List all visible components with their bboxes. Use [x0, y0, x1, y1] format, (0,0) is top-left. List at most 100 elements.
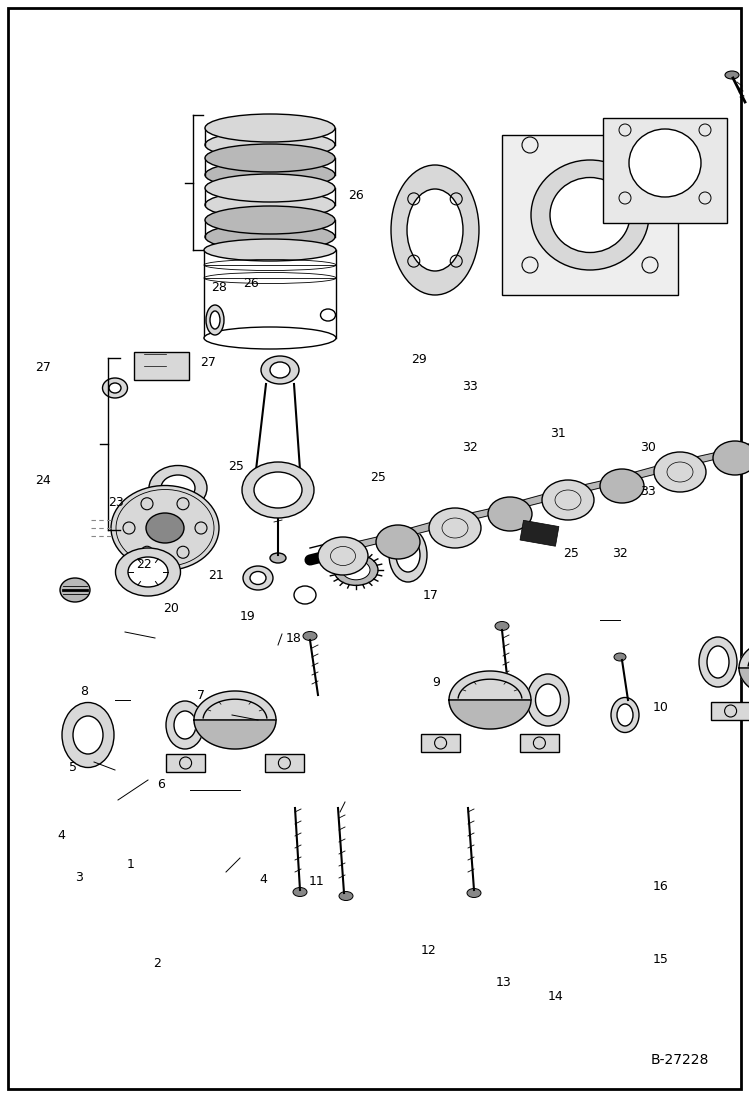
Polygon shape — [194, 691, 276, 720]
Ellipse shape — [254, 472, 302, 508]
Text: 21: 21 — [207, 569, 224, 583]
Text: 32: 32 — [462, 441, 479, 454]
Text: 25: 25 — [370, 471, 386, 484]
Text: 26: 26 — [243, 276, 259, 290]
Text: B-27228: B-27228 — [651, 1053, 709, 1067]
Polygon shape — [739, 640, 749, 668]
Ellipse shape — [611, 698, 639, 733]
Bar — [265, 754, 304, 772]
Ellipse shape — [342, 561, 370, 580]
Text: 32: 32 — [612, 547, 628, 561]
Text: 18: 18 — [285, 632, 302, 645]
Polygon shape — [449, 700, 531, 730]
Text: 4: 4 — [58, 829, 65, 842]
Ellipse shape — [205, 191, 335, 218]
Text: 23: 23 — [108, 496, 124, 509]
Ellipse shape — [376, 525, 420, 559]
Polygon shape — [440, 507, 524, 520]
Text: 20: 20 — [163, 602, 179, 615]
Ellipse shape — [614, 653, 626, 661]
Ellipse shape — [542, 480, 594, 520]
Ellipse shape — [62, 702, 114, 768]
Ellipse shape — [174, 711, 196, 739]
Ellipse shape — [103, 378, 127, 398]
Text: 3: 3 — [75, 871, 82, 884]
Text: 5: 5 — [70, 761, 77, 774]
Text: 33: 33 — [640, 485, 656, 498]
Text: 15: 15 — [652, 953, 669, 966]
Bar — [520, 734, 559, 753]
Ellipse shape — [699, 637, 737, 687]
Ellipse shape — [60, 578, 90, 602]
Ellipse shape — [111, 486, 219, 570]
Ellipse shape — [617, 704, 633, 726]
Ellipse shape — [725, 71, 739, 79]
Ellipse shape — [205, 161, 335, 189]
Ellipse shape — [146, 513, 184, 543]
Ellipse shape — [73, 716, 103, 754]
Ellipse shape — [261, 357, 299, 384]
Text: 26: 26 — [348, 189, 364, 202]
Text: 22: 22 — [136, 558, 152, 572]
Ellipse shape — [531, 160, 649, 270]
Ellipse shape — [270, 553, 286, 563]
Bar — [603, 118, 727, 223]
Polygon shape — [385, 520, 470, 535]
Text: 10: 10 — [652, 701, 669, 714]
Ellipse shape — [204, 327, 336, 349]
Ellipse shape — [205, 223, 335, 251]
Text: 31: 31 — [550, 427, 566, 440]
Text: 28: 28 — [210, 281, 227, 294]
Ellipse shape — [115, 548, 181, 596]
Text: 27: 27 — [200, 355, 216, 369]
Ellipse shape — [488, 497, 532, 531]
Ellipse shape — [161, 475, 195, 501]
Text: 4: 4 — [260, 873, 267, 886]
Ellipse shape — [205, 144, 335, 172]
Ellipse shape — [629, 129, 701, 197]
Ellipse shape — [429, 508, 481, 548]
Ellipse shape — [536, 685, 560, 716]
Text: 11: 11 — [308, 875, 324, 889]
Text: 25: 25 — [228, 460, 244, 473]
Bar — [520, 520, 559, 546]
Polygon shape — [609, 464, 696, 479]
Ellipse shape — [339, 892, 353, 901]
Ellipse shape — [407, 189, 463, 271]
Ellipse shape — [707, 646, 729, 678]
Ellipse shape — [713, 441, 749, 475]
Text: 12: 12 — [420, 943, 437, 957]
Text: 14: 14 — [548, 989, 564, 1003]
Ellipse shape — [527, 674, 569, 726]
Text: 13: 13 — [495, 976, 512, 989]
Bar — [134, 352, 189, 380]
Bar — [421, 734, 460, 753]
Ellipse shape — [205, 131, 335, 159]
Text: 16: 16 — [652, 880, 669, 893]
Text: 33: 33 — [462, 380, 479, 393]
Text: 1: 1 — [127, 858, 135, 871]
Polygon shape — [553, 479, 635, 491]
Ellipse shape — [467, 889, 481, 897]
Ellipse shape — [318, 538, 368, 575]
Polygon shape — [194, 720, 276, 749]
Ellipse shape — [205, 206, 335, 234]
Bar — [502, 135, 678, 295]
Ellipse shape — [205, 114, 335, 142]
Ellipse shape — [205, 174, 335, 202]
Ellipse shape — [210, 312, 220, 329]
Text: 9: 9 — [432, 676, 440, 689]
Bar — [166, 754, 205, 772]
Ellipse shape — [204, 239, 336, 261]
Ellipse shape — [396, 538, 420, 572]
Ellipse shape — [206, 305, 224, 335]
Text: 24: 24 — [35, 474, 52, 487]
Text: 7: 7 — [197, 689, 204, 702]
Ellipse shape — [550, 178, 630, 252]
Ellipse shape — [600, 470, 644, 504]
Text: 17: 17 — [422, 589, 439, 602]
Bar — [711, 702, 749, 720]
Ellipse shape — [250, 572, 266, 585]
Ellipse shape — [242, 462, 314, 518]
Ellipse shape — [166, 701, 204, 749]
